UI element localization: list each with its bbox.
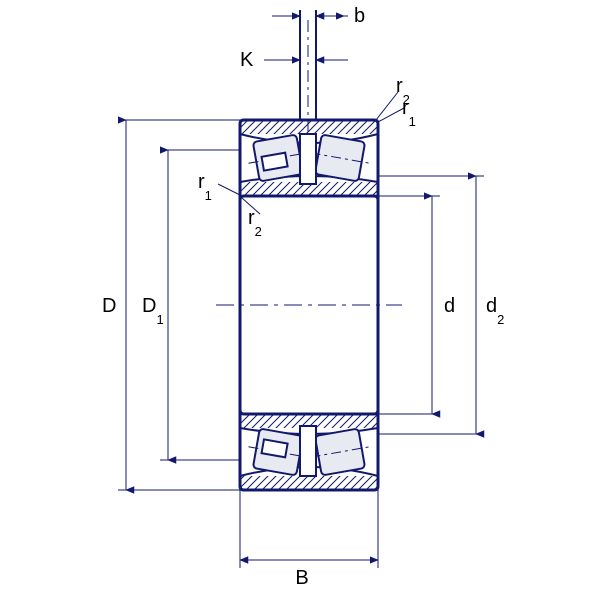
leader-r1-left (218, 184, 242, 196)
label-d2: d2 (486, 295, 504, 327)
label-D: D (102, 295, 116, 317)
label-D1: D1 (142, 295, 164, 327)
label-r1-l: r1 (198, 171, 212, 203)
label-B: B (295, 567, 308, 589)
rollers-bottom (245, 426, 373, 477)
label-r2-tr: r2 (396, 75, 410, 107)
label-b: b (354, 5, 365, 27)
bearing-diagram: D D1 d d2 B K b r1 r2 r1 r2 (0, 0, 600, 600)
label-K: K (240, 49, 254, 71)
leader-r2-top (376, 92, 398, 120)
rollers-top (245, 133, 373, 184)
leader-r1 (378, 108, 404, 122)
label-d: d (444, 295, 455, 317)
